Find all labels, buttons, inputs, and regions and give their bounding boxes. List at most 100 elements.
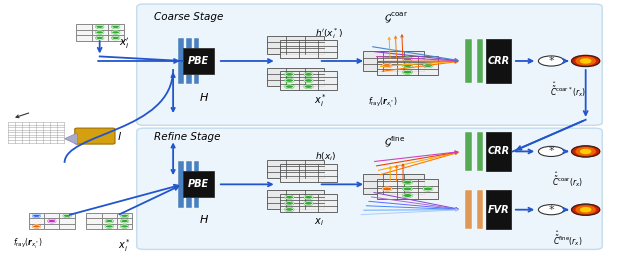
Text: $f_{\mathrm{ray}}(\boldsymbol{r}_{x_i^*})$: $f_{\mathrm{ray}}(\boldsymbol{r}_{x_i^*}…	[368, 96, 398, 110]
Bar	[267, 190, 324, 209]
Bar	[489, 132, 495, 171]
Circle shape	[96, 31, 104, 34]
Text: *: *	[548, 205, 554, 215]
FancyBboxPatch shape	[137, 128, 602, 249]
Circle shape	[580, 59, 591, 63]
Circle shape	[106, 220, 113, 223]
Circle shape	[121, 220, 129, 223]
Bar	[183, 172, 214, 197]
Text: *: *	[548, 147, 554, 156]
Circle shape	[304, 202, 313, 205]
Text: $x_i^*$: $x_i^*$	[314, 92, 326, 109]
Circle shape	[538, 146, 564, 157]
FancyBboxPatch shape	[137, 4, 602, 125]
Bar	[477, 39, 483, 83]
Circle shape	[403, 57, 412, 61]
Bar	[465, 39, 472, 83]
Bar	[280, 194, 337, 213]
Circle shape	[96, 25, 104, 28]
Circle shape	[403, 187, 412, 191]
Circle shape	[403, 70, 412, 74]
Circle shape	[304, 79, 313, 82]
Circle shape	[106, 225, 113, 228]
Circle shape	[403, 181, 412, 184]
Bar	[363, 51, 424, 71]
Circle shape	[285, 202, 294, 205]
Bar	[86, 213, 132, 229]
Bar	[489, 39, 495, 83]
Circle shape	[33, 214, 40, 217]
Text: Coarse Stage: Coarse Stage	[154, 12, 223, 22]
Text: FVR: FVR	[488, 205, 509, 215]
Text: $H$: $H$	[199, 91, 209, 103]
Circle shape	[63, 214, 71, 217]
Circle shape	[403, 64, 412, 67]
Bar	[267, 68, 324, 86]
Circle shape	[112, 36, 120, 39]
Circle shape	[572, 204, 600, 215]
Circle shape	[572, 55, 600, 67]
Text: $\hat{\tilde{C}}^{\mathrm{fine}}(r_x)$: $\hat{\tilde{C}}^{\mathrm{fine}}(r_x)$	[553, 229, 582, 248]
Bar	[465, 132, 472, 171]
Text: $\mathcal{G}^{\mathrm{fine}}$: $\mathcal{G}^{\mathrm{fine}}$	[384, 134, 405, 149]
Bar	[178, 161, 184, 208]
Bar	[267, 36, 324, 54]
Text: CRR: CRR	[488, 147, 510, 156]
Text: $x_i^*$: $x_i^*$	[118, 237, 131, 254]
Bar	[193, 38, 199, 84]
Circle shape	[304, 85, 313, 88]
Bar	[363, 174, 424, 194]
Text: $f_{\mathrm{ray}}(\boldsymbol{r}_{x_i^*})$: $f_{\mathrm{ray}}(\boldsymbol{r}_{x_i^*}…	[13, 237, 44, 251]
Circle shape	[304, 196, 313, 199]
Bar	[377, 56, 438, 75]
Bar	[183, 48, 214, 74]
Bar	[489, 190, 495, 229]
Circle shape	[423, 64, 433, 67]
Circle shape	[576, 148, 595, 155]
Circle shape	[121, 225, 129, 228]
Circle shape	[403, 194, 412, 197]
Bar	[280, 164, 337, 182]
Bar	[465, 190, 472, 229]
Circle shape	[383, 64, 392, 67]
Bar	[280, 40, 337, 58]
Text: PBE: PBE	[188, 56, 209, 66]
Circle shape	[285, 79, 294, 82]
Circle shape	[285, 73, 294, 76]
Bar	[267, 160, 324, 178]
Text: PBE: PBE	[188, 179, 209, 189]
Text: CRR: CRR	[488, 56, 510, 66]
Circle shape	[383, 187, 392, 191]
Circle shape	[423, 187, 433, 191]
Text: $\mathcal{G}^{\mathrm{coar}}$: $\mathcal{G}^{\mathrm{coar}}$	[384, 11, 408, 25]
Circle shape	[538, 56, 564, 66]
Circle shape	[580, 149, 591, 154]
Text: $h(x_i)$: $h(x_i)$	[315, 151, 336, 163]
Polygon shape	[65, 133, 77, 144]
Circle shape	[96, 36, 104, 39]
Circle shape	[304, 73, 313, 76]
Circle shape	[121, 214, 129, 217]
Bar	[186, 161, 191, 208]
Circle shape	[112, 25, 120, 28]
Circle shape	[33, 225, 40, 228]
Circle shape	[112, 31, 120, 34]
Bar	[186, 38, 191, 84]
Bar	[193, 161, 199, 208]
Bar	[178, 38, 184, 84]
Text: $h'(x_i^*)$: $h'(x_i^*)$	[315, 26, 343, 41]
Bar	[477, 132, 483, 171]
Text: $l$: $l$	[117, 130, 122, 142]
FancyBboxPatch shape	[75, 128, 115, 144]
Bar	[486, 39, 511, 83]
Text: $x_i$: $x_i$	[314, 216, 323, 228]
Circle shape	[285, 208, 294, 211]
Circle shape	[576, 206, 595, 213]
Circle shape	[48, 220, 56, 223]
Circle shape	[580, 208, 591, 212]
Text: *: *	[548, 56, 554, 66]
Circle shape	[285, 196, 294, 199]
Bar	[76, 24, 124, 41]
Circle shape	[576, 57, 595, 65]
Text: Refine Stage: Refine Stage	[154, 132, 220, 142]
